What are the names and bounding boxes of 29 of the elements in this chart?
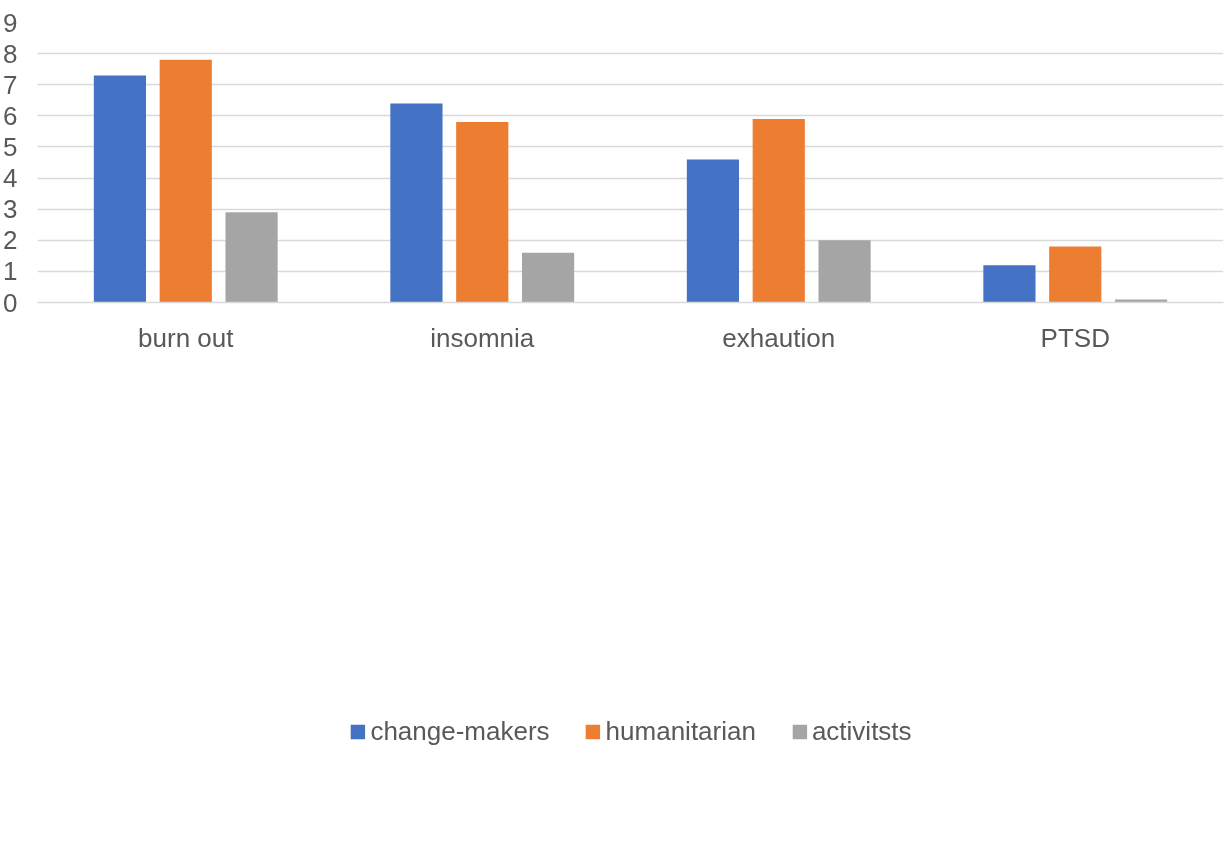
x-tick-label: PTSD: [1040, 322, 1110, 353]
y-tick-label: 7: [3, 69, 18, 100]
bar: [390, 103, 443, 303]
y-tick-label: 9: [3, 7, 18, 38]
y-tick-label: 5: [3, 131, 18, 162]
bar: [818, 240, 871, 303]
y-tick-label: 4: [3, 163, 18, 194]
legend-label: change-makers: [370, 715, 550, 747]
bar: [521, 252, 575, 303]
bar: [1049, 246, 1102, 303]
y-tick-label: 2: [3, 225, 18, 256]
bar: [93, 75, 147, 303]
x-tick-label: insomnia: [430, 322, 535, 353]
bar: [983, 265, 1036, 303]
legend-label: humanitarian: [605, 715, 756, 747]
y-tick-label: 6: [3, 100, 18, 131]
bar: [456, 122, 509, 303]
bar: [225, 212, 278, 303]
bar: [159, 59, 212, 303]
bar: [1114, 299, 1168, 303]
y-tick-label: 3: [3, 194, 18, 225]
y-tick-label: 8: [3, 38, 18, 69]
legend-label: activitsts: [811, 715, 912, 747]
x-tick-label: burn out: [138, 322, 235, 353]
bar: [686, 159, 740, 303]
bar: [752, 118, 805, 303]
x-tick-label: exhaution: [722, 322, 836, 353]
y-tick-label: 1: [3, 256, 18, 287]
y-tick-label: 0: [3, 287, 18, 318]
